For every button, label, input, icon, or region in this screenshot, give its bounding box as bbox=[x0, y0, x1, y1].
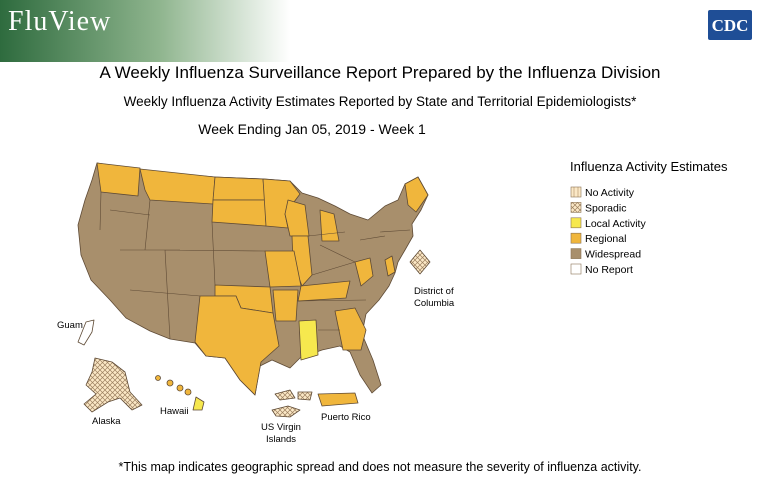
region bbox=[404, 176, 429, 213]
legend: Influenza Activity Estimates No Activity… bbox=[570, 159, 728, 276]
title: A Weekly Influenza Surveillance Report P… bbox=[100, 63, 661, 82]
region bbox=[212, 176, 266, 201]
subtitle: Weekly Influenza Activity Estimates Repo… bbox=[124, 94, 637, 109]
legend-label: Sporadic bbox=[585, 202, 626, 214]
legend-label: Widespread bbox=[585, 249, 641, 261]
region bbox=[96, 162, 141, 197]
logo: FluView bbox=[8, 6, 111, 37]
legend-swatch bbox=[570, 263, 582, 275]
puerto-rico bbox=[317, 392, 359, 407]
legend-label: Regional bbox=[585, 233, 626, 245]
map-label: Islands bbox=[266, 434, 296, 445]
legend-swatch bbox=[570, 217, 582, 229]
map-label: Puerto Rico bbox=[321, 412, 371, 423]
region bbox=[354, 257, 374, 287]
map-label: Columbia bbox=[414, 298, 455, 309]
legend-swatch bbox=[570, 186, 582, 198]
map-label: Hawaii bbox=[160, 406, 189, 417]
map-label: District of bbox=[414, 286, 454, 297]
state-borders bbox=[99, 191, 411, 340]
footnote: *This map indicates geographic spread an… bbox=[119, 460, 642, 474]
legend-label: No Activity bbox=[585, 187, 635, 199]
us-map bbox=[77, 162, 431, 418]
region bbox=[272, 289, 299, 322]
region bbox=[334, 307, 367, 351]
cdc-logo bbox=[708, 10, 752, 40]
legend-swatch bbox=[570, 248, 582, 259]
map-label: US Virgin bbox=[261, 422, 301, 433]
dc bbox=[409, 249, 431, 275]
week: Week Ending Jan 05, 2019 - Week 1 bbox=[198, 121, 426, 137]
region bbox=[384, 255, 396, 277]
usvi bbox=[271, 389, 313, 418]
region bbox=[284, 199, 310, 237]
legend-swatch bbox=[570, 232, 582, 244]
region bbox=[139, 168, 216, 205]
legend-label: Local Activity bbox=[585, 218, 646, 230]
map-label: Guam bbox=[57, 320, 83, 331]
alaska bbox=[83, 357, 143, 413]
region bbox=[194, 295, 280, 396]
cdc-text: CDC bbox=[712, 16, 749, 35]
legend-swatch bbox=[570, 202, 582, 213]
region bbox=[298, 319, 319, 361]
guam bbox=[77, 319, 95, 346]
legend-title: Influenza Activity Estimates bbox=[570, 159, 728, 174]
hawaii bbox=[155, 375, 205, 411]
map-label: Alaska bbox=[92, 416, 121, 427]
legend-label: No Report bbox=[585, 264, 633, 276]
banner bbox=[0, 0, 290, 62]
region bbox=[297, 280, 351, 302]
region bbox=[211, 199, 267, 227]
